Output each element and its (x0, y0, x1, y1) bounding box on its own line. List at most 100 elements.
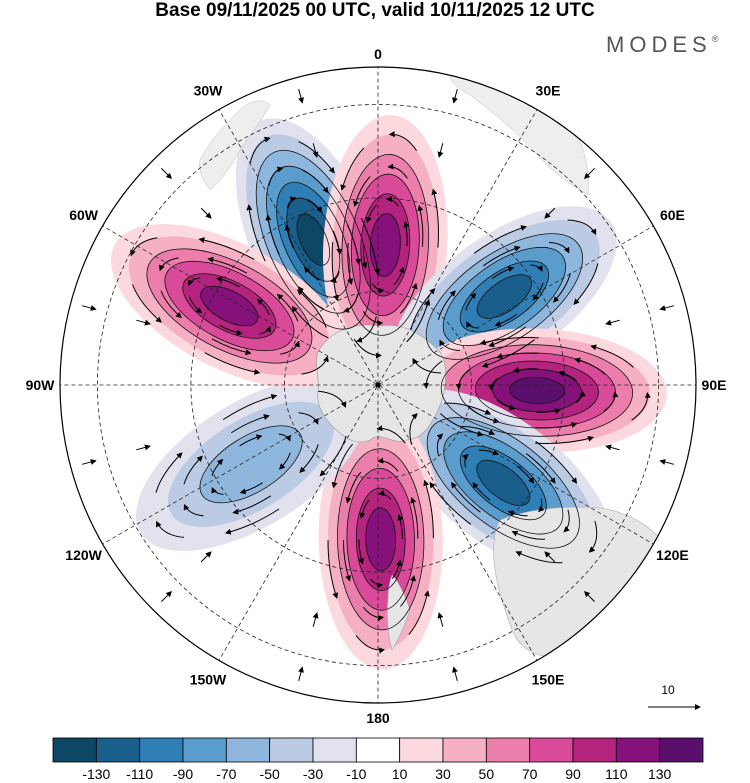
streamline-arrow (409, 413, 418, 445)
anomaly-cell (136, 377, 367, 551)
streamline-arrow (535, 422, 578, 429)
streamline-arrow (444, 402, 492, 415)
contour-line (341, 153, 430, 336)
streamline-arrow (516, 465, 535, 484)
anomaly-band (365, 507, 396, 571)
streamline-arrow (631, 391, 651, 421)
streamline-arrow (358, 539, 364, 565)
contour-line (164, 260, 295, 352)
stream-ring (462, 449, 545, 517)
streamline-arrow (512, 366, 538, 373)
streamline-arrow (532, 282, 544, 301)
streamline-arrow (249, 136, 271, 164)
longitude-label: 90E (702, 377, 727, 393)
stream-ring (159, 256, 300, 356)
streamline-arrow (507, 510, 528, 517)
contour-line (182, 273, 277, 339)
colorbar-swatch (139, 737, 184, 763)
brand-text: MODES (606, 32, 712, 57)
streamline-arrow (347, 242, 354, 285)
wind-arrow (161, 168, 173, 180)
stream-ring (327, 425, 434, 654)
streamline-arrow (558, 370, 578, 382)
contour-line (365, 507, 397, 572)
longitude-label: 30W (194, 83, 224, 99)
stream-ring (358, 490, 404, 589)
streamline-arrow (218, 324, 243, 336)
streamline-arrow (535, 440, 578, 484)
colorbar-swatch (355, 737, 401, 763)
streamline-arrow (189, 296, 203, 314)
contour-line (443, 431, 564, 535)
wind-arrow (583, 168, 595, 180)
streamline-arrow (574, 357, 606, 375)
streamline-arrow (265, 214, 280, 256)
streamline-arrow (473, 225, 527, 254)
streamline-arrow (575, 390, 586, 404)
streamline-arrow (246, 204, 266, 262)
south-pole-marker (375, 382, 381, 388)
streamline-arrow (466, 321, 479, 329)
streamline-arrow (387, 163, 408, 179)
streamline-arrow (422, 360, 443, 390)
anomaly-band (200, 286, 259, 326)
wind-arrow (437, 143, 444, 158)
wind-arrow (81, 305, 97, 311)
stream-ring (347, 163, 424, 327)
colorbar-swatch (442, 737, 487, 763)
colorbar-swatch (572, 737, 617, 763)
wind-arrow (298, 88, 304, 104)
longitude-label: 30E (536, 83, 561, 99)
colorbar-swatch (95, 737, 141, 763)
colorbar-tick-label: 70 (522, 766, 538, 782)
longitude-label: 150E (532, 671, 565, 687)
colorbar-tick-label: -130 (82, 766, 110, 782)
anomaly-band (476, 460, 530, 506)
contour-line (337, 448, 425, 631)
wind-arrow (312, 612, 319, 627)
map-title: Base 09/11/2025 00 UTC, valid 10/11/2025… (155, 0, 595, 21)
stream-ring (487, 366, 586, 415)
contour-line (442, 246, 567, 347)
anomaly-band (296, 214, 330, 266)
streamline-arrow (291, 305, 329, 339)
streamline-arrow (198, 237, 255, 260)
anomaly-band (199, 425, 303, 503)
colorbar-tick-label: 10 (392, 766, 408, 782)
wind-arrow (298, 666, 304, 682)
wind-arrow (605, 444, 620, 451)
streamline-arrow (429, 481, 472, 525)
wind-arrow (81, 459, 97, 465)
streamline-arrow (319, 435, 347, 477)
streamline-arrow (183, 455, 203, 485)
streamline-arrow (296, 289, 327, 328)
colorbar-swatch (225, 737, 271, 763)
colorbar-tick-label: -110 (126, 766, 153, 782)
streamline-arrow (511, 530, 546, 540)
anomaly-contours (199, 425, 303, 504)
streamline-arrow (386, 196, 399, 207)
streamline-arrow (479, 337, 539, 346)
streamline-arrow (353, 338, 382, 359)
streamline-arrow (408, 590, 430, 635)
stream-ring (187, 276, 271, 336)
streamline-arrow (410, 497, 419, 539)
streamline-arrow (406, 298, 431, 343)
wind-arrow (312, 143, 319, 158)
streamline-arrow (301, 355, 329, 375)
longitude-label: 180 (366, 710, 390, 726)
anomaly-band (509, 377, 565, 404)
streamline-arrow (359, 499, 370, 519)
contour-line (459, 260, 550, 333)
streamline-arrow (187, 277, 200, 287)
contour-line (509, 376, 565, 405)
colorbar-tick-label: -90 (173, 766, 193, 782)
streamline-arrow (239, 434, 263, 447)
contour-line (346, 468, 415, 611)
streamline-arrow (327, 540, 339, 599)
streamline-arrow (515, 551, 563, 564)
streamline-arrow (204, 352, 261, 375)
streamline-arrow (160, 290, 182, 319)
streamline-arrow (439, 413, 484, 437)
australia-land (493, 506, 672, 657)
